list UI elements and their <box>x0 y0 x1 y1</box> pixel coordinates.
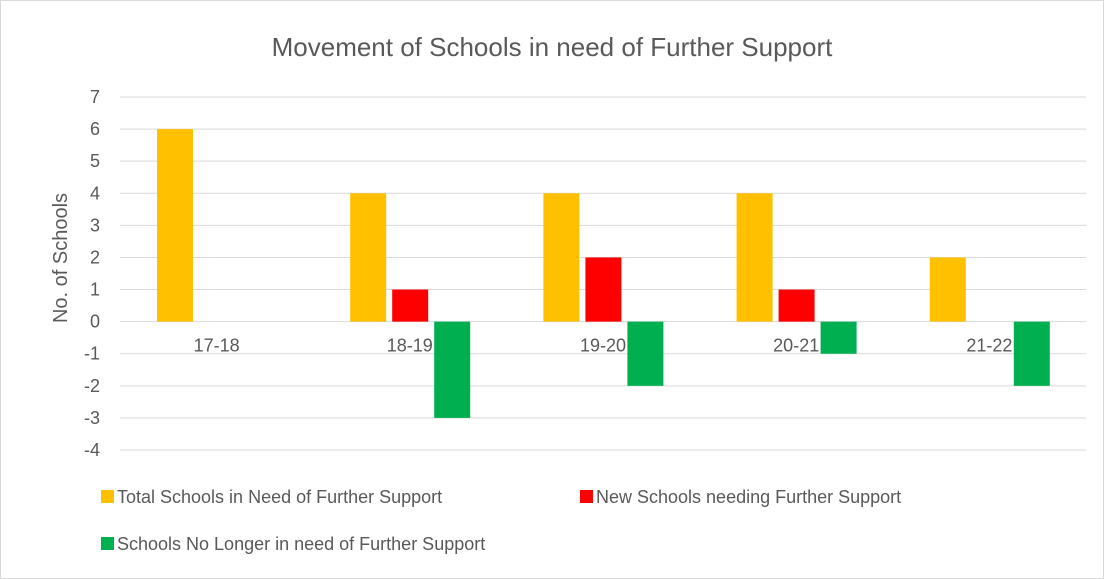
y-tick-label: 6 <box>90 119 100 139</box>
y-tick-label: 3 <box>90 215 100 235</box>
gridlines <box>120 96 1086 451</box>
y-tick-label: 5 <box>90 151 100 171</box>
bar <box>778 289 815 322</box>
legend-label: Total Schools in Need of Further Support <box>117 487 442 507</box>
y-tick-label: 1 <box>90 280 100 300</box>
y-tick-label: 7 <box>90 87 100 107</box>
chart-title: Movement of Schools in need of Further S… <box>272 32 834 62</box>
y-tick-label: -1 <box>84 344 100 364</box>
bars <box>157 129 1050 418</box>
bar <box>820 321 857 354</box>
y-tick-label: 2 <box>90 247 100 267</box>
x-tick-label: 17-18 <box>194 336 240 356</box>
legend-swatch <box>101 490 114 503</box>
y-tick-label: 0 <box>90 312 100 332</box>
bar <box>543 193 580 322</box>
bar <box>157 129 193 322</box>
legend-swatch <box>101 537 114 550</box>
legend-swatch <box>580 490 593 503</box>
legend: Total Schools in Need of Further Support… <box>101 487 901 554</box>
bar <box>434 321 471 418</box>
bar <box>736 193 773 322</box>
x-tick-label: 21-22 <box>966 336 1012 356</box>
y-axis-title: No. of Schools <box>50 193 72 323</box>
y-tick-label: 4 <box>90 183 100 203</box>
y-axis-ticks: 7 6 5 4 3 2 1 0 -1 -2 -3 -4 <box>84 87 100 460</box>
bar <box>392 289 429 322</box>
legend-label: Schools No Longer in need of Further Sup… <box>117 534 485 554</box>
bar <box>627 321 664 386</box>
bar <box>1013 321 1050 386</box>
y-tick-label: -2 <box>84 376 100 396</box>
y-tick-label: -3 <box>84 408 100 428</box>
x-tick-label: 20-21 <box>773 336 819 356</box>
x-axis-ticks: 17-18 18-19 19-20 20-21 21-22 <box>194 336 1013 356</box>
x-tick-label: 18-19 <box>387 336 433 356</box>
bar <box>350 193 387 322</box>
bar <box>929 257 966 322</box>
y-tick-label: -4 <box>84 440 100 460</box>
x-tick-label: 19-20 <box>580 336 626 356</box>
legend-label: New Schools needing Further Support <box>596 487 901 507</box>
bar <box>585 257 622 322</box>
